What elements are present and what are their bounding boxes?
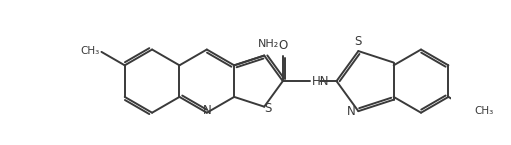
Text: S: S	[264, 103, 271, 115]
Text: NH₂: NH₂	[258, 39, 280, 49]
Text: HN: HN	[311, 75, 329, 88]
Text: O: O	[279, 39, 288, 52]
Text: N: N	[347, 105, 356, 118]
Text: CH₃: CH₃	[80, 46, 99, 56]
Text: N: N	[203, 105, 212, 117]
Text: S: S	[355, 35, 362, 48]
Text: CH₃: CH₃	[475, 106, 494, 116]
